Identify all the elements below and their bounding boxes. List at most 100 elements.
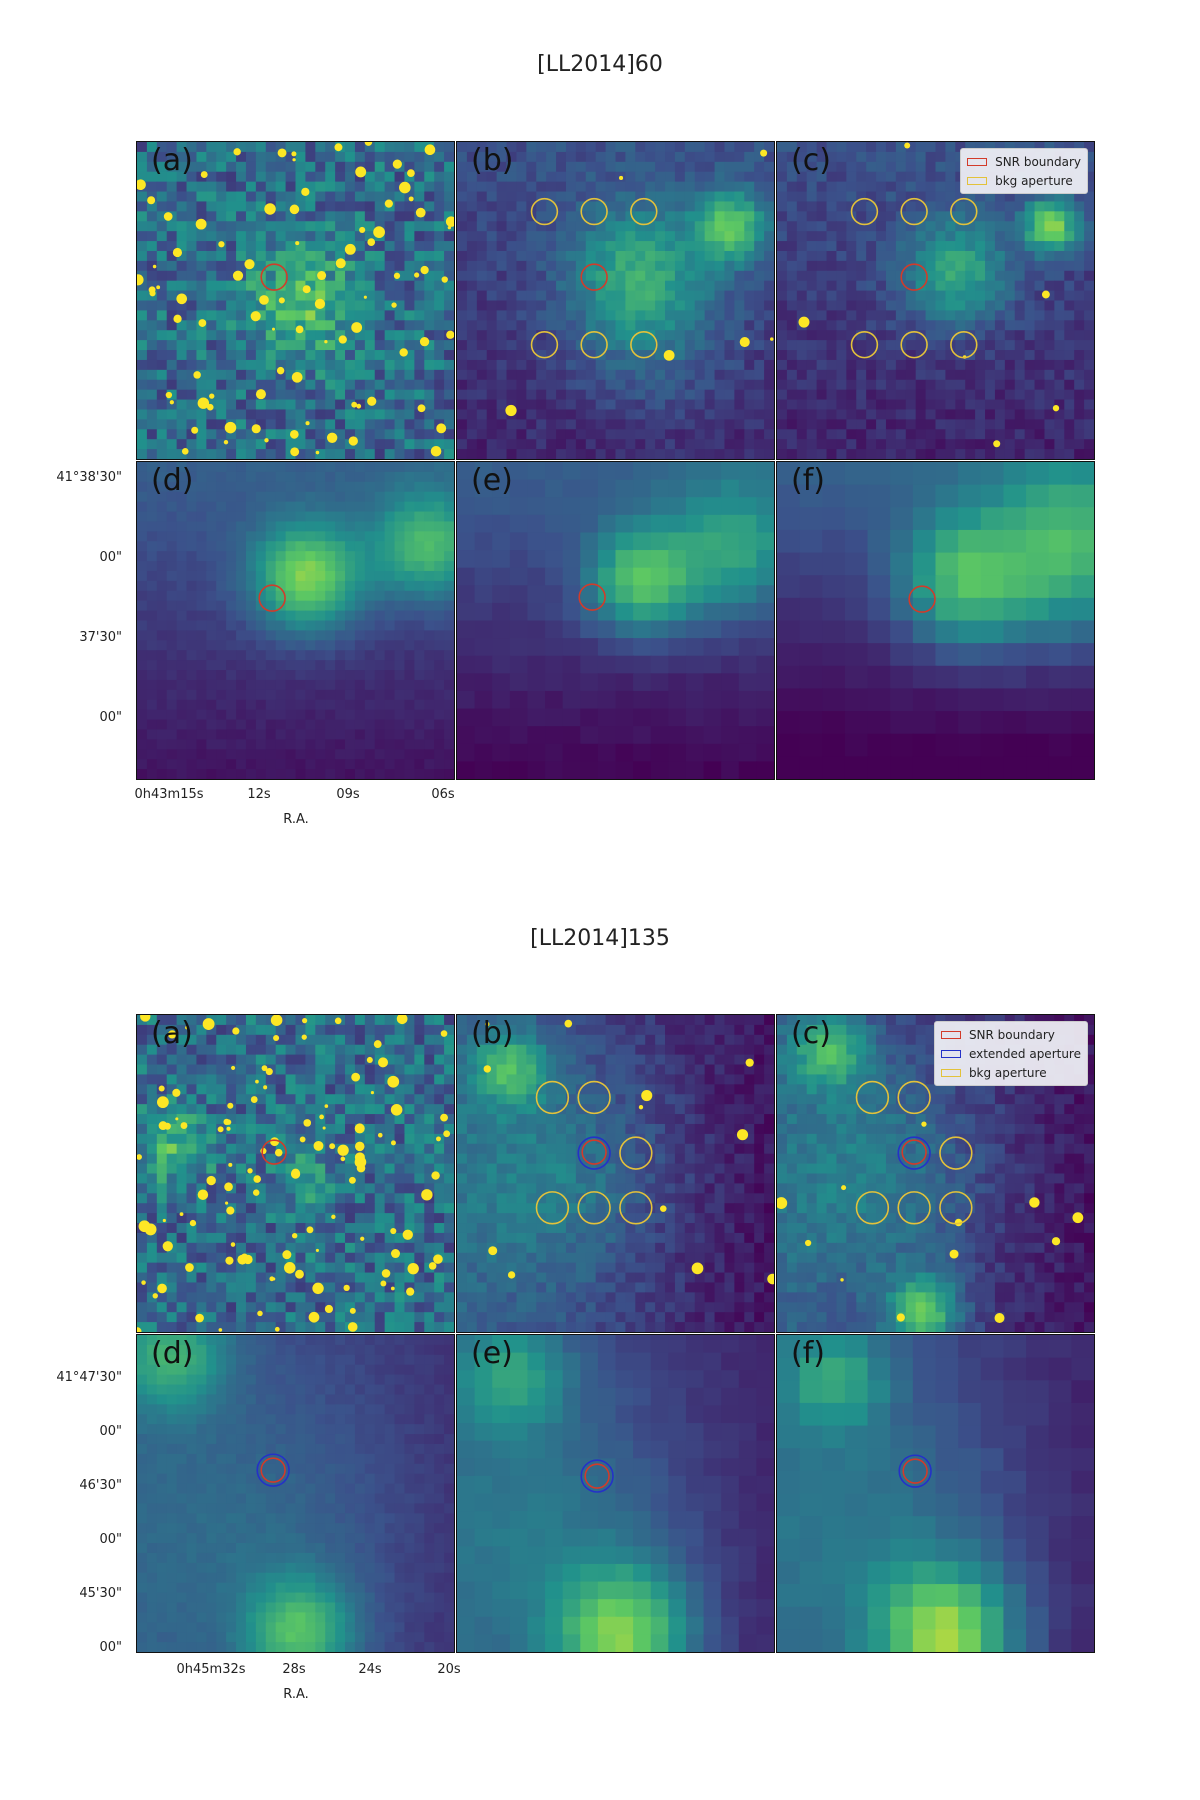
star (436, 423, 447, 434)
image-pixel (674, 181, 686, 193)
image-pixel (166, 729, 178, 740)
image-pixel (486, 290, 498, 301)
image-pixel (754, 320, 765, 331)
image-pixel (265, 670, 277, 681)
image-pixel (354, 1074, 366, 1085)
image-pixel (466, 350, 478, 361)
image-pixel (816, 142, 828, 153)
image-pixel (384, 369, 396, 381)
image-pixel (424, 600, 435, 612)
image-pixel (156, 689, 168, 701)
image-pixel (146, 359, 158, 371)
image-pixel (955, 350, 966, 361)
image-pixel (1014, 350, 1026, 361)
star (137, 274, 144, 286)
image-pixel (384, 630, 396, 641)
image-pixel (806, 369, 818, 381)
image-pixel (1084, 409, 1094, 420)
image-pixel (925, 330, 936, 341)
image-pixel (236, 759, 247, 770)
image-pixel (394, 769, 405, 779)
image-pixel (994, 211, 1006, 222)
image-pixel (474, 761, 494, 779)
image-pixel (354, 191, 366, 202)
image-pixel (186, 501, 197, 513)
image-pixel (1064, 350, 1075, 361)
image-pixel (744, 350, 755, 361)
image-pixel (826, 300, 837, 311)
image-pixel (724, 290, 735, 301)
image-pixel (137, 280, 148, 292)
image-pixel (394, 201, 405, 212)
image-pixel (895, 369, 907, 381)
image-pixel (305, 670, 316, 681)
image-pixel (1071, 484, 1094, 509)
image-pixel (364, 640, 376, 651)
image-pixel (912, 529, 937, 554)
image-pixel (526, 260, 537, 272)
image-pixel (265, 350, 277, 361)
image-pixel (394, 320, 405, 331)
image-pixel (335, 590, 346, 602)
image-pixel (146, 310, 158, 321)
image-pixel (885, 350, 897, 361)
image-pixel (633, 602, 652, 622)
image-pixel (315, 151, 326, 163)
image-pixel (866, 340, 877, 351)
image-pixel (255, 320, 267, 331)
image-pixel (486, 439, 498, 450)
image-pixel (556, 161, 567, 173)
image-pixel (890, 688, 914, 713)
image-pixel (137, 531, 148, 542)
image-pixel (206, 300, 217, 311)
image-pixel (384, 739, 396, 750)
image-pixel (585, 439, 597, 450)
star (334, 143, 343, 152)
image-pixel (245, 290, 257, 301)
image-pixel (345, 561, 356, 572)
image-pixel (345, 590, 356, 602)
image-pixel (245, 759, 257, 770)
image-pixel (364, 541, 376, 552)
image-pixel (1071, 711, 1094, 735)
image-pixel (186, 151, 197, 163)
image-pixel (476, 409, 488, 420)
image-pixel (958, 665, 982, 690)
image-pixel (1024, 409, 1036, 420)
image-pixel (186, 310, 197, 321)
image-pixel (846, 231, 857, 242)
image-pixel (226, 729, 237, 740)
image-pixel (226, 590, 237, 602)
image-pixel (885, 379, 897, 391)
image-pixel (186, 759, 197, 770)
image-pixel (684, 142, 696, 153)
image-pixel (866, 409, 877, 420)
image-pixel (1044, 320, 1055, 331)
image-pixel (424, 689, 435, 701)
image-pixel (1034, 379, 1045, 391)
image-pixel (265, 151, 277, 163)
image-pixel (424, 379, 435, 391)
image-pixel (166, 491, 178, 503)
image-pixel (156, 1074, 168, 1085)
image-pixel (315, 280, 326, 292)
image-pixel (965, 330, 976, 341)
image-pixel (457, 280, 468, 292)
image-pixel (975, 231, 986, 242)
image-pixel (605, 379, 616, 391)
image-pixel (935, 552, 960, 577)
image-pixel (799, 552, 824, 577)
image-pixel (714, 231, 725, 242)
image-pixel (414, 1015, 425, 1026)
image-pixel (384, 1054, 396, 1066)
aperture-overlay (260, 263, 288, 291)
image-pixel (156, 1034, 168, 1046)
image-pixel (156, 739, 168, 750)
image-pixel (786, 290, 798, 301)
image-pixel (764, 320, 774, 331)
image-pixel (186, 521, 197, 532)
panel-label: (f) (791, 463, 825, 498)
image-pixel (265, 630, 277, 641)
image-pixel (685, 497, 705, 516)
image-pixel (1004, 280, 1016, 292)
